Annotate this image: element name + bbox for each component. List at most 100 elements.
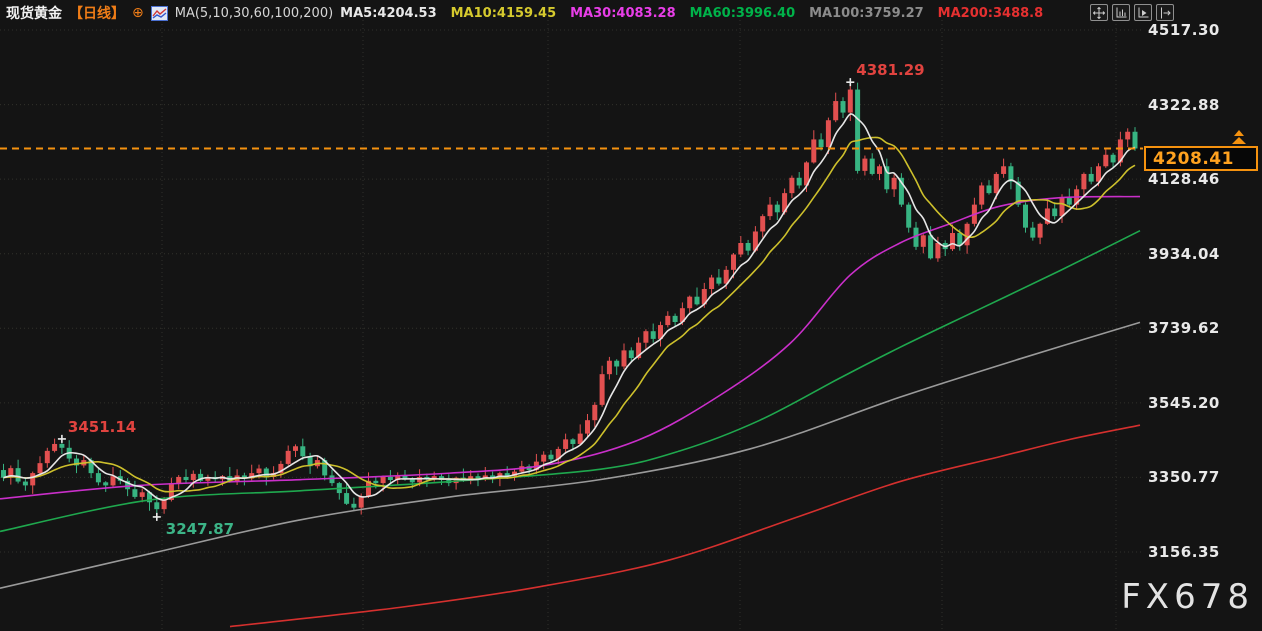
annotations: 4381.29 3451.14 3247.87 — [57, 61, 925, 538]
candle-body — [716, 277, 722, 284]
ma-group-label[interactable]: MA(5,10,30,60,100,200) — [174, 5, 334, 21]
candle-body — [687, 296, 693, 309]
candle-body — [774, 204, 780, 213]
candle-body — [1066, 196, 1072, 205]
candle-body — [891, 177, 897, 190]
candle-body — [1008, 166, 1014, 182]
candle-body — [1030, 227, 1036, 238]
candle-body — [599, 374, 605, 405]
candle-body — [322, 460, 328, 476]
candle-body — [293, 446, 298, 451]
candle-body — [366, 480, 371, 497]
candle-body — [701, 289, 707, 305]
candle-body — [869, 158, 875, 174]
candle-body — [745, 242, 751, 251]
candle-body — [285, 450, 291, 464]
candle-body — [37, 463, 43, 474]
candle-body — [709, 277, 715, 290]
candle-body — [760, 216, 766, 232]
add-indicator-icon[interactable]: ⊕ — [132, 5, 144, 21]
ma-line-ma100 — [0, 321, 1141, 589]
candle-body — [957, 233, 963, 246]
scroll-right-icon[interactable] — [1156, 4, 1174, 21]
candle-body — [847, 89, 853, 113]
candle-body — [855, 89, 861, 171]
candle-body — [928, 235, 934, 259]
candle-body — [862, 158, 868, 171]
move-crosshair-icon[interactable] — [1090, 4, 1108, 21]
candle-body — [906, 204, 912, 228]
candle-body — [672, 315, 678, 323]
ma-value-label: MA60:3996.40 — [689, 5, 796, 21]
candle-body — [183, 476, 189, 481]
ma-indicator-icon[interactable] — [150, 5, 168, 21]
price-scale-icon[interactable] — [1112, 4, 1130, 21]
candle-body — [621, 350, 627, 367]
ma-value-label: MA200:3488.8 — [937, 5, 1044, 21]
ma-values: MA5:4204.53 MA10:4159.45 MA30:4083.28 MA60:… — [340, 6, 1043, 21]
candle-body — [628, 350, 634, 359]
price-axis-label: 3545.20 — [1148, 393, 1220, 412]
candle-body — [519, 466, 525, 472]
ma-line-ma60 — [0, 229, 1141, 533]
candle-body — [125, 480, 131, 490]
candle-body — [614, 360, 620, 367]
candle-body — [650, 331, 656, 339]
candle-body — [731, 254, 736, 270]
candle-body — [307, 456, 313, 467]
candle-body — [606, 360, 612, 375]
candle-body — [344, 493, 350, 504]
price-annotation: 3451.14 — [68, 418, 136, 436]
candle-body — [1023, 204, 1028, 228]
last-price-box: 4208.41 — [1144, 146, 1258, 172]
candle-body — [1081, 173, 1087, 190]
candle-body — [176, 476, 182, 484]
candle-body — [833, 101, 839, 121]
candle-body — [402, 475, 408, 480]
candle-body — [1088, 173, 1094, 182]
candle-body — [497, 473, 503, 478]
candle-body — [395, 475, 401, 481]
candle-body — [256, 468, 262, 474]
candle-body — [512, 471, 517, 477]
toolbar: 现货黄金 【日线】 ⊕ MA(5,10,30,60,100,200) MA5:4… — [6, 3, 1043, 23]
candle-body — [8, 468, 14, 478]
candle-body — [738, 242, 744, 255]
candle-body — [22, 481, 28, 486]
candle-body — [380, 476, 386, 484]
candle-body — [358, 496, 364, 508]
candle-body — [767, 204, 773, 217]
candle-body — [110, 476, 116, 486]
ma-value-label: MA100:3759.27 — [809, 5, 924, 21]
candle-body — [665, 315, 671, 326]
price-axis-label: 3350.77 — [1148, 468, 1220, 487]
candle-body — [877, 166, 882, 174]
candle-body — [351, 503, 357, 508]
ma-value-label: MA10:4159.45 — [450, 5, 557, 21]
watermark: FX678 — [1121, 577, 1254, 617]
candle-body — [1125, 131, 1131, 140]
candle-body — [278, 463, 284, 474]
extreme-cross-marker — [152, 512, 161, 521]
candle-body — [504, 473, 510, 477]
candle-body — [271, 473, 277, 477]
chart-control-icons — [1090, 4, 1174, 21]
candle-body — [1044, 208, 1050, 224]
auto-scale-icon[interactable] — [1134, 4, 1152, 21]
ma-value-label: MA30:4083.28 — [570, 5, 676, 21]
candle-body — [723, 269, 729, 284]
price-annotation: 3247.87 — [166, 520, 234, 538]
candle-body — [190, 473, 196, 481]
price-axis-label: 3739.62 — [1148, 319, 1220, 338]
candle-body — [387, 476, 393, 481]
candle-body — [154, 502, 160, 510]
candle-body — [30, 473, 36, 486]
candle-body — [249, 473, 255, 479]
candle-body — [979, 185, 985, 205]
candle-body — [577, 433, 583, 444]
candle-body — [825, 120, 831, 148]
candle-body — [59, 443, 65, 448]
candle-body — [658, 325, 663, 339]
